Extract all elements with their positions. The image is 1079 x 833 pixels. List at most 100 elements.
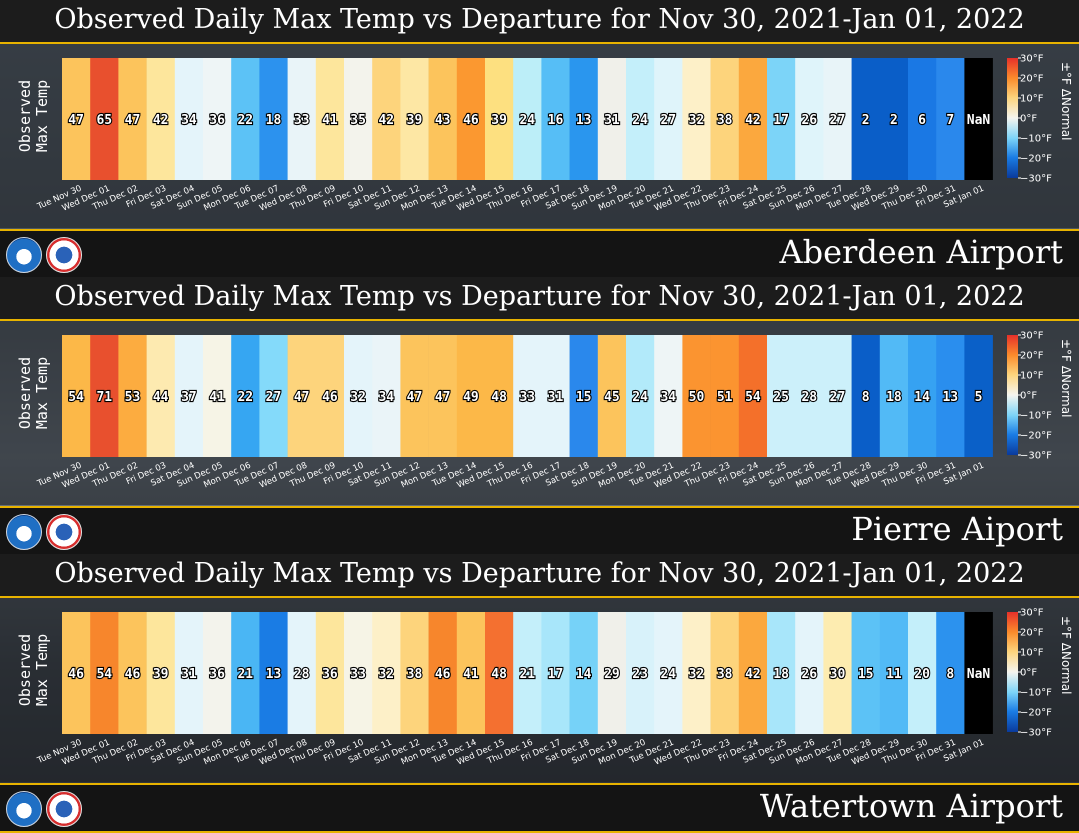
cell-value-label: 42 <box>378 113 394 128</box>
heatmap-cell <box>231 335 260 457</box>
heatmap-cell <box>118 58 147 180</box>
cell-value-label: 42 <box>153 113 169 128</box>
cell-value-label: 28 <box>294 667 310 682</box>
cell-value-label: 8 <box>862 390 870 405</box>
legend-tick-label: 20°F <box>1020 628 1044 639</box>
heatmap-cell <box>203 612 232 734</box>
station-name: Aberdeen Airport <box>779 233 1063 271</box>
legend-tick-label: −10°F <box>1020 688 1052 699</box>
heatmap-cell <box>62 58 91 180</box>
station-footer: Watertown Airport <box>0 783 1079 833</box>
heatmap-cell <box>851 335 881 457</box>
heatmap-cell <box>738 612 768 734</box>
heatmap-cell <box>738 335 768 457</box>
cell-value-label: NaN <box>967 113 991 128</box>
legend-colorbar <box>1007 612 1018 732</box>
heatmap-cell <box>964 612 993 734</box>
cell-value-label: 22 <box>237 390 253 405</box>
cell-value-label: 13 <box>942 390 958 405</box>
heatmap-cell <box>654 58 683 180</box>
heatmap-cell <box>231 58 260 180</box>
cell-value-label: 54 <box>68 390 84 405</box>
cell-value-label: 31 <box>181 667 197 682</box>
heatmap-cell <box>344 335 373 457</box>
cell-value-label: 42 <box>745 667 761 682</box>
heatmap-cell <box>795 612 824 734</box>
cell-value-label: 41 <box>209 390 225 405</box>
cell-value-label: 46 <box>322 390 338 405</box>
heatmap-cell <box>654 612 683 734</box>
cell-value-label: 38 <box>717 667 733 682</box>
cell-value-label: 20 <box>914 667 930 682</box>
cell-value-label: 21 <box>237 667 253 682</box>
heatmap-cell <box>682 335 711 457</box>
cell-value-label: 8 <box>946 667 954 682</box>
heatmap-cell <box>428 58 458 180</box>
nws-logo-icon <box>46 237 82 273</box>
heatmap-cell <box>174 58 204 180</box>
cell-value-label: 47 <box>68 113 84 128</box>
heatmap-cell <box>287 612 317 734</box>
cell-value-label: 34 <box>660 390 676 405</box>
cell-value-label: 47 <box>407 390 423 405</box>
legend-tick-label: −20°F <box>1020 708 1052 719</box>
cell-value-label: 28 <box>801 390 817 405</box>
cell-value-label: 5 <box>975 390 983 405</box>
cell-value-label: 41 <box>463 667 479 682</box>
cell-value-label: 49 <box>463 390 479 405</box>
heatmap-cell <box>400 58 429 180</box>
heatmap-cell <box>569 335 599 457</box>
heatmap-cell <box>908 335 937 457</box>
cell-value-label: 27 <box>830 113 846 128</box>
heatmap-cell <box>936 612 965 734</box>
heatmap-cell <box>146 612 176 734</box>
heatmap-cell <box>908 612 937 734</box>
heatmap-cell <box>90 58 119 180</box>
heatmap-cell <box>879 612 909 734</box>
cell-value-label: 27 <box>266 390 282 405</box>
heatmap-cell <box>372 612 401 734</box>
cell-value-label: 35 <box>350 113 366 128</box>
legend-tick-label: 0°F <box>1020 668 1037 679</box>
heatmap-cell <box>964 58 993 180</box>
heatmap-cell <box>485 335 514 457</box>
heatmap-cell <box>541 335 570 457</box>
cell-value-label: 39 <box>407 113 423 128</box>
cell-value-label: 18 <box>886 390 902 405</box>
heatmap-cell <box>118 335 147 457</box>
heatmap-cell <box>936 58 965 180</box>
heatmap-cell <box>569 612 599 734</box>
cell-value-label: 32 <box>689 113 705 128</box>
heatmap-cell <box>400 335 429 457</box>
heatmap-cell <box>541 612 570 734</box>
legend-tick-label: −30°F <box>1020 451 1052 462</box>
cell-value-label: 13 <box>266 667 282 682</box>
legend-colorbar <box>1007 335 1018 455</box>
legend-tick-label: −10°F <box>1020 411 1052 422</box>
legend-tick-label: −30°F <box>1020 728 1052 739</box>
heatmap-cell <box>879 58 909 180</box>
cell-value-label: 24 <box>519 113 535 128</box>
cell-value-label: 18 <box>773 667 789 682</box>
cell-value-label: 24 <box>632 113 648 128</box>
title-bar: Observed Daily Max Temp vs Departure for… <box>0 0 1079 44</box>
cell-value-label: 26 <box>801 667 817 682</box>
cell-value-label: NaN <box>967 667 991 682</box>
cell-value-label: 50 <box>689 390 705 405</box>
heatmap-cell <box>626 612 655 734</box>
legend-colorbar <box>1007 58 1018 178</box>
heatmap-cell <box>203 335 232 457</box>
chart-title: Observed Daily Max Temp vs Departure for… <box>54 4 1025 35</box>
cell-value-label: 48 <box>491 390 507 405</box>
cell-value-label: 43 <box>435 113 451 128</box>
cell-value-label: 42 <box>745 113 761 128</box>
legend-tick-label: 30°F <box>1020 331 1044 342</box>
heatmap-cell <box>90 335 119 457</box>
heatmap-cell <box>682 58 711 180</box>
legend-tick-label: −20°F <box>1020 431 1052 442</box>
cell-value-label: 39 <box>153 667 169 682</box>
heatmap-cell <box>710 612 740 734</box>
